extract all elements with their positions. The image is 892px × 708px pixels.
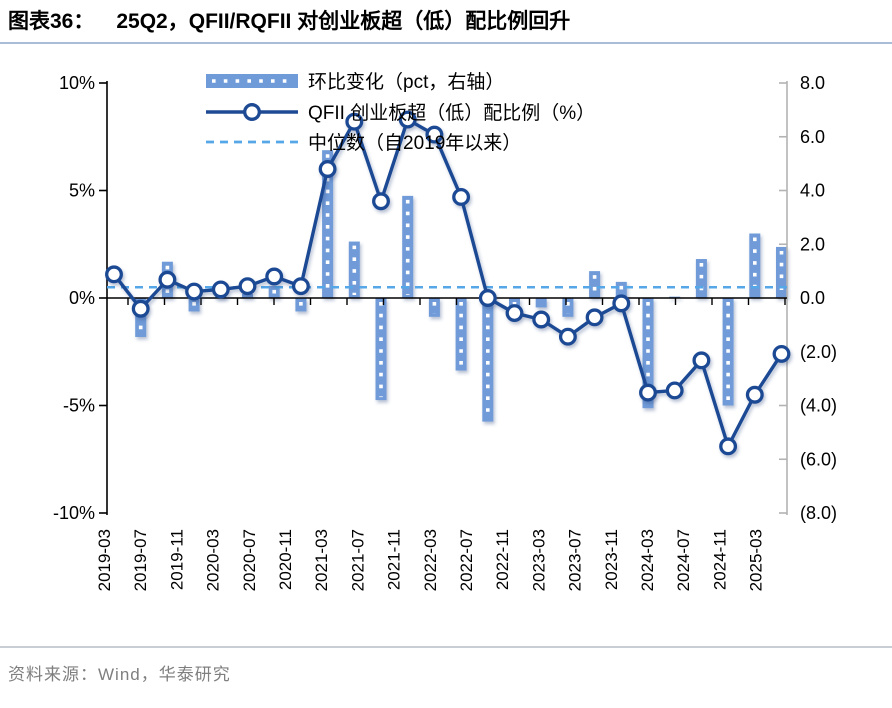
right-axis-label: 4.0 (800, 181, 825, 201)
marker-2023-09 (585, 308, 604, 327)
marker-2022-12 (505, 304, 524, 323)
bar-2023-09 (589, 271, 601, 298)
marker-2024-06 (665, 381, 684, 400)
marker-2021-03 (318, 160, 337, 178)
line-series (105, 110, 791, 456)
bar-2020-06 (242, 293, 253, 298)
x-axis-label: 2020-11 (276, 529, 295, 590)
marker-2019-12 (185, 282, 204, 301)
marker-2025-03 (745, 385, 764, 404)
x-axis-label: 2024-07 (674, 529, 693, 591)
source-text: 资料来源：Wind，华泰研究 (8, 665, 231, 684)
bar-2021-03 (322, 150, 334, 298)
bar-2023-06 (562, 298, 574, 317)
marker-2024-12 (719, 437, 738, 456)
marker-2020-09 (265, 267, 284, 286)
bar-2022-06 (455, 298, 467, 371)
marker-2020-06 (238, 277, 257, 296)
left-axis-label: -5% (63, 396, 95, 416)
x-axis-label: 2019-03 (95, 529, 114, 591)
legend-label: 中位数（自2019年以来） (308, 132, 521, 154)
marker-2023-03 (532, 310, 551, 329)
page-title: 25Q2，QFII/RQFII 对创业板超（低）配比例回升 (116, 10, 571, 33)
marker-2023-06 (558, 327, 577, 346)
marker-2024-03 (639, 383, 657, 402)
combo-chart: 10% 5% 0% -5% -10% 8.0 6.0 4.0 2.0 0.0 (2.0) (4.0) (… (53, 71, 837, 591)
x-axis-label: 2021-03 (312, 529, 331, 591)
line-path (112, 117, 783, 449)
x-axis-label: 2020-03 (204, 529, 223, 591)
marker-2025-06 (772, 344, 791, 363)
bar-2022-03 (428, 298, 440, 317)
marker-2020-03 (211, 280, 230, 299)
marker-2021-06 (345, 112, 364, 131)
marker-2022-03 (425, 125, 444, 144)
bar-2024-03 (642, 298, 654, 409)
figure-label: 图表36： (8, 10, 95, 33)
x-axis-label: 2023-03 (529, 529, 548, 591)
marker-2022-09 (478, 289, 497, 307)
x-axis-label: 2022-11 (493, 529, 512, 590)
chart-header: 图表36： 25Q2，QFII/RQFII 对创业板超（低）配比例回升 (0, 0, 892, 44)
x-axis-label: 2024-03 (638, 529, 657, 591)
left-axis-label: -10% (53, 503, 95, 523)
x-axis-label: 2023-11 (602, 529, 621, 590)
marker-2023-12 (612, 294, 631, 313)
x-axis-label: 2022-07 (457, 529, 476, 591)
x-axis-label: 2021-11 (385, 529, 404, 590)
x-axis-label: 2019-07 (131, 529, 150, 591)
legend-label: QFII 创业板超（低）配比例（%） (308, 102, 595, 124)
left-axis-label: 0% (69, 288, 95, 308)
right-axis-label: (4.0) (800, 396, 837, 416)
x-axis-label: 2021-07 (348, 529, 367, 591)
legend: 环比变化（pct，右轴） QFII 创业板超（低）配比例（%） 中位数（自2019年… (206, 71, 595, 154)
right-axis-label: 2.0 (800, 234, 825, 254)
legend-label: 环比变化（pct，右轴） (308, 71, 504, 93)
left-axis-label: 10% (59, 73, 95, 93)
right-axis-label: (6.0) (800, 449, 837, 469)
marker-2019-09 (158, 270, 177, 289)
x-axis-label: 2023-07 (566, 529, 585, 591)
marker-2019-06 (131, 299, 150, 318)
x-axis-label: 2019-11 (167, 529, 186, 590)
bar-2025-03 (749, 233, 761, 298)
bar-2021-09 (375, 298, 387, 401)
x-axis-label: 2022-03 (421, 529, 440, 591)
x-axis-label: 2025-03 (747, 529, 766, 591)
right-axis-label: 8.0 (800, 73, 825, 93)
marker-2020-12 (291, 277, 310, 296)
chart-area: 10% 5% 0% -5% -10% 8.0 6.0 4.0 2.0 0.0 (2.0) (4.0) (… (0, 44, 892, 644)
marker-2019-03 (105, 265, 123, 284)
x-axis-label: 2020-07 (240, 529, 259, 591)
marker-2021-12 (398, 110, 417, 129)
legend-bar-swatch (206, 74, 298, 88)
axes: 10% 5% 0% -5% -10% 8.0 6.0 4.0 2.0 0.0 (2.0) (4.0) (… (53, 73, 837, 591)
bar-2024-09 (695, 259, 707, 298)
right-axis-label: 6.0 (800, 127, 825, 147)
bar-2022-09 (482, 298, 494, 422)
marker-2022-06 (452, 187, 471, 206)
bar-2021-12 (402, 195, 414, 298)
marker-2021-09 (372, 192, 390, 211)
bar-2025-06 (776, 246, 787, 298)
bar-2023-03 (535, 298, 547, 308)
left-axis-label: 5% (69, 181, 95, 201)
chart-footer: 资料来源：Wind，华泰研究 (0, 646, 892, 685)
right-axis-label: (2.0) (800, 342, 837, 362)
marker-2024-09 (692, 351, 711, 370)
right-axis-label: (8.0) (800, 503, 837, 523)
legend-line-marker (243, 103, 261, 121)
right-axis-label: 0.0 (800, 288, 825, 308)
x-axis-label: 2024-11 (710, 529, 729, 590)
bar-2023-12 (615, 281, 627, 298)
